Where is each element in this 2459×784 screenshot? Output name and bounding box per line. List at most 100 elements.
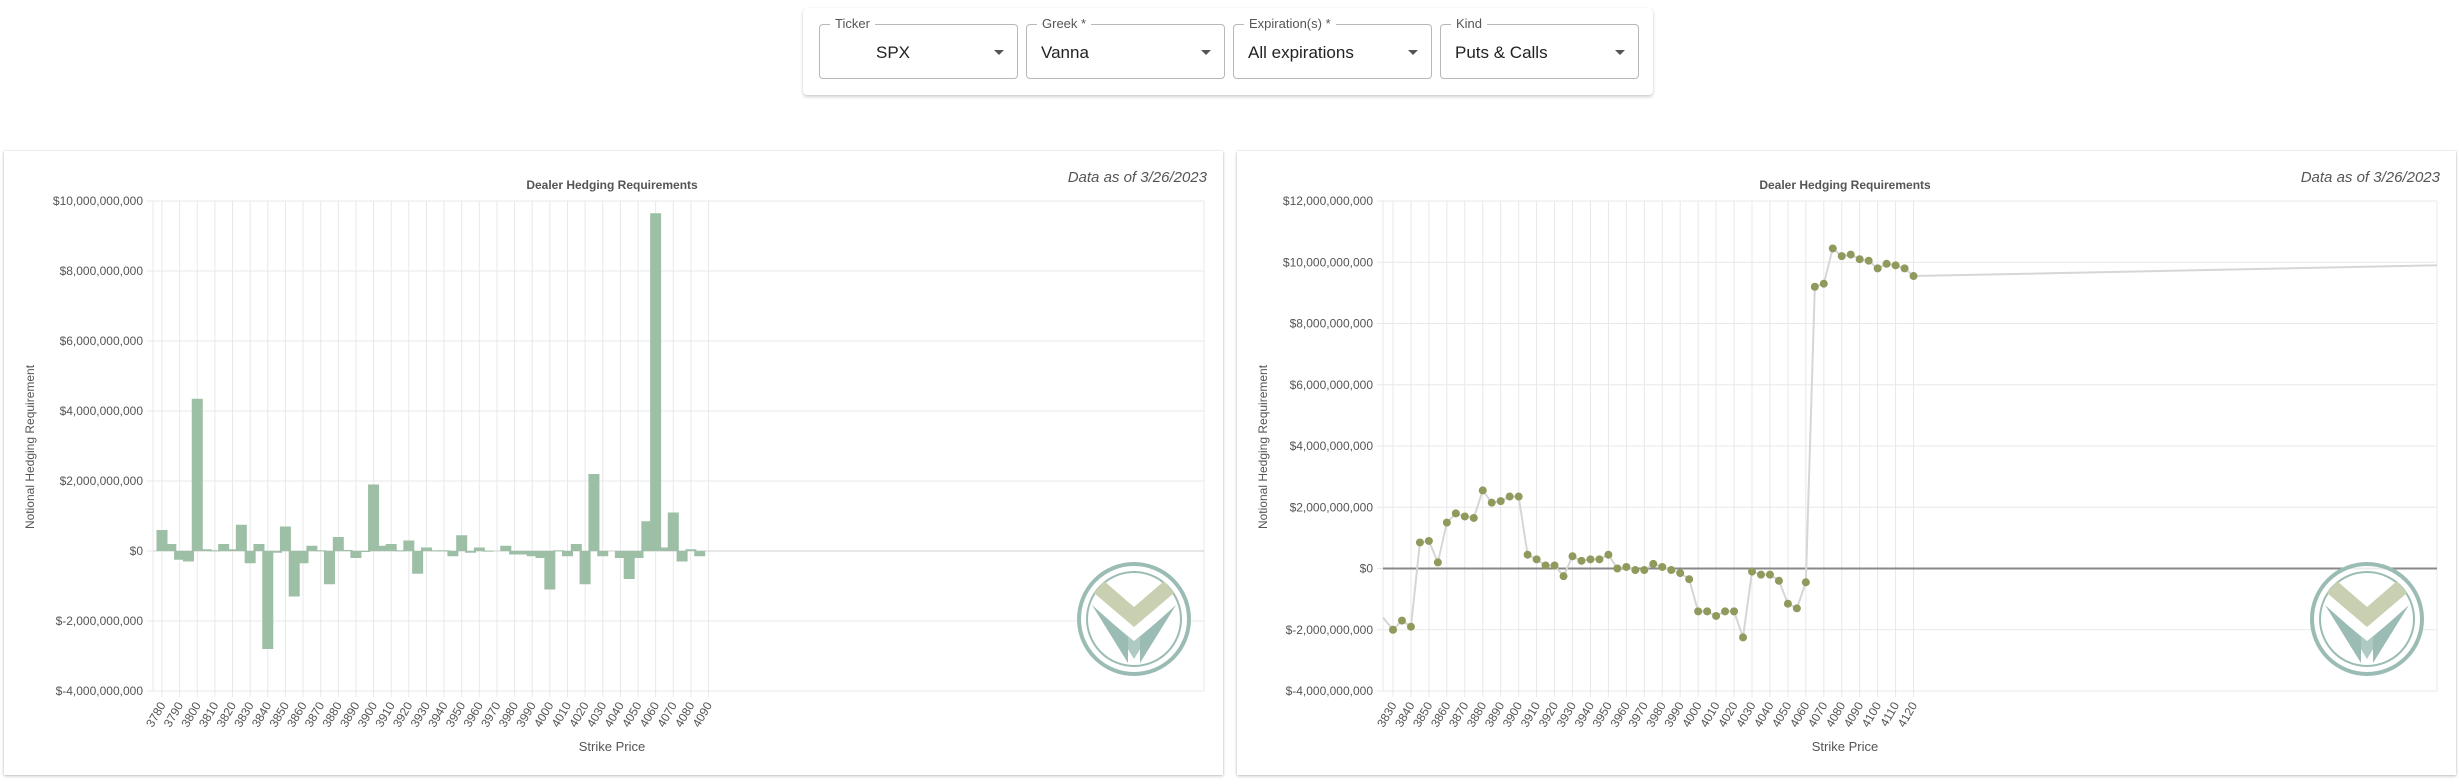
data-point [1532, 555, 1541, 564]
data-point [1559, 572, 1568, 581]
data-point [1721, 607, 1730, 616]
kind-select[interactable]: Kind Puts & Calls [1440, 16, 1639, 79]
logo-chevron-bottom [1112, 623, 1156, 659]
data-point [1415, 538, 1424, 547]
y-tick-label: $4,000,000,000 [60, 404, 144, 418]
bar [694, 551, 706, 557]
bar [403, 540, 415, 551]
bar [368, 484, 380, 551]
data-point [1613, 564, 1622, 573]
data-point [1900, 264, 1909, 273]
data-point [1676, 569, 1685, 578]
data-point [1801, 578, 1810, 587]
data-point [1451, 509, 1460, 518]
bar [658, 547, 670, 551]
greek-value: Vanna [1041, 43, 1089, 62]
bar [632, 551, 644, 558]
data-point [1406, 622, 1415, 631]
bar [676, 551, 688, 562]
bar [429, 550, 441, 552]
kind-label: Kind [1451, 16, 1488, 32]
x-axis-title: Strike Price [1812, 739, 1878, 754]
data-point [1514, 492, 1523, 501]
chart-card-left: Data as of 3/26/2023 $-4,000,000,000 $-2,… [4, 151, 1223, 775]
bar [288, 551, 300, 597]
data-point [1783, 599, 1792, 608]
data-point [1631, 566, 1640, 575]
ticker-select[interactable]: Ticker SPX [819, 16, 1018, 79]
bar [394, 550, 406, 552]
data-point [1478, 486, 1487, 495]
data-point [1397, 616, 1406, 625]
data-point [1774, 576, 1783, 585]
data-point [1667, 566, 1676, 575]
y-tick-label: $10,000,000,000 [53, 194, 143, 208]
data-point [1523, 550, 1532, 559]
bar [359, 551, 371, 552]
bar [623, 551, 635, 579]
logo-inner-ring [2319, 571, 2415, 667]
plot-grid [147, 200, 1205, 697]
bar [165, 544, 177, 551]
bar [544, 551, 556, 590]
chart-card-right: Data as of 3/26/2023 $-4,000,000,000 $-2,… [1237, 151, 2456, 775]
chart-title: Dealer Hedging Requirements [526, 178, 698, 192]
x-tick-label: 4090 [690, 699, 716, 729]
x-axis-title: Strike Price [579, 739, 645, 754]
plot-grid [1377, 200, 2438, 697]
y-tick-label: $8,000,000,000 [60, 264, 144, 278]
data-point [1685, 575, 1694, 584]
chart-title: Dealer Hedging Requirements [1759, 178, 1931, 192]
bar [253, 544, 265, 551]
bar [174, 551, 186, 560]
bar [200, 549, 212, 551]
bar [473, 547, 485, 551]
bar [614, 551, 626, 558]
y-tick-label: $8,000,000,000 [1290, 317, 1374, 331]
chevron-down-icon [1615, 50, 1625, 55]
data-as-of: Data as of 3/26/2023 [1067, 169, 1207, 186]
bar-chart: $-4,000,000,000 $-2,000,000,000 $0 $2,000,0… [23, 178, 1205, 754]
series-line [1382, 246, 2438, 638]
data-point [1846, 250, 1855, 259]
y-tick-label: $10,000,000,000 [1283, 255, 1373, 269]
data-point [1496, 497, 1505, 506]
data-point [1765, 570, 1774, 579]
y-tick-label: $0 [130, 544, 144, 558]
bar [262, 551, 274, 649]
y-tick-label: $12,000,000,000 [1283, 194, 1373, 208]
data-point [1703, 607, 1712, 616]
chevron-down-icon [1201, 50, 1211, 55]
data-point [1855, 255, 1864, 264]
logo-chevron-top [1094, 581, 1174, 627]
ticker-value: SPX [876, 43, 911, 62]
data-point [1909, 272, 1918, 281]
data-point [1730, 607, 1739, 616]
y-tick-label: $-4,000,000,000 [1286, 684, 1374, 698]
data-point [1739, 633, 1748, 642]
data-point [1541, 561, 1550, 570]
greek-select[interactable]: Greek * Vanna [1026, 16, 1225, 79]
data-point [1442, 518, 1451, 527]
data-point [1792, 604, 1801, 613]
data-point [1658, 562, 1667, 571]
bar [244, 551, 256, 564]
bar [323, 551, 335, 585]
data-point [1649, 559, 1658, 568]
bar [271, 551, 283, 553]
data-point [1748, 567, 1756, 576]
bar [650, 213, 662, 551]
bar [438, 550, 450, 552]
logo-wing-left [1092, 605, 1128, 663]
bar [561, 551, 573, 557]
bar [526, 551, 538, 557]
expirations-select[interactable]: Expiration(s) * All expirations [1233, 16, 1432, 79]
logo-chevron-top [2327, 581, 2407, 627]
data-point [1891, 261, 1900, 270]
bar [570, 544, 582, 551]
data-point [1882, 259, 1891, 268]
y-tick-label: $6,000,000,000 [60, 334, 144, 348]
y-tick-label: $-2,000,000,000 [56, 614, 144, 628]
y-tick-label: $-4,000,000,000 [56, 684, 144, 698]
data-point [1433, 558, 1442, 567]
